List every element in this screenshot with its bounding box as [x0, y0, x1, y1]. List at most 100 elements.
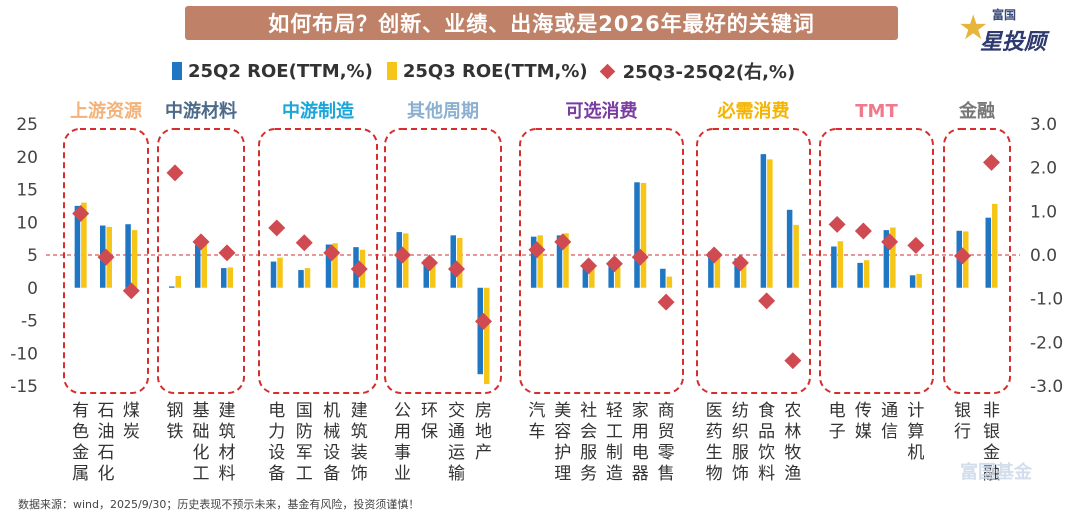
- bar-q3: [457, 237, 463, 288]
- diff-marker: [954, 247, 971, 265]
- star-icon: ★: [958, 8, 989, 48]
- diff-marker: [350, 260, 368, 278]
- diff-marker: [828, 215, 846, 233]
- category-label: 房地产: [475, 401, 492, 463]
- category-label: 食品饮料: [758, 401, 775, 484]
- category-label: 农林牧渔: [784, 401, 801, 484]
- bar-q3: [614, 264, 621, 288]
- sector-group-box: [63, 128, 149, 394]
- right-axis-tick-label: 3.0: [1030, 115, 1057, 135]
- legend-label-q3: 25Q3 ROE(TTM,%): [402, 60, 588, 82]
- chart-title: 如何布局？创新、业绩、出海或是2026年最好的关键词: [268, 12, 815, 36]
- category-label: 建筑装饰: [351, 401, 368, 484]
- sector-group-box: [519, 128, 684, 394]
- brand-big-text: 星投顾: [980, 30, 1047, 55]
- legend-label-q2: 25Q2 ROE(TTM,%): [188, 60, 373, 82]
- diff-marker: [605, 255, 623, 273]
- diff-marker: [657, 293, 675, 311]
- bar-q3: [131, 230, 138, 288]
- category-label: 计算机: [907, 401, 924, 463]
- bar-q2: [530, 236, 537, 288]
- category-label: 医药生物: [706, 401, 723, 484]
- bar-q2: [477, 287, 483, 375]
- legend-swatch-q3: [386, 62, 397, 80]
- sector-group-title: 中游制造: [282, 100, 354, 122]
- category-label: 通信: [881, 401, 898, 442]
- diff-marker: [580, 257, 598, 275]
- brand-logo: ★ 富国 星投顾: [958, 4, 1068, 56]
- bar-q2: [857, 262, 863, 288]
- diff-marker: [218, 244, 236, 262]
- diff-marker: [983, 153, 1000, 171]
- left-axis-tick-label: 0: [27, 279, 38, 299]
- sector-group-title: 必需消费: [717, 100, 790, 122]
- category-label: 公用事业: [394, 401, 411, 484]
- bar-q3: [563, 233, 569, 288]
- diff-marker: [528, 241, 546, 259]
- bar-q2: [883, 230, 890, 288]
- bar-q2: [298, 270, 304, 288]
- diff-marker: [731, 254, 749, 272]
- bar-q3: [837, 241, 844, 288]
- category-label: 煤炭: [123, 401, 140, 442]
- category-label: 交通运输: [448, 401, 465, 484]
- left-axis-tick-label: 15: [16, 181, 38, 201]
- sector-group-box: [157, 128, 245, 394]
- sector-group-box: [258, 128, 378, 394]
- diff-marker: [881, 233, 899, 251]
- category-label: 非银金融: [983, 401, 1000, 484]
- legend-item-q2: 25Q2 ROE(TTM,%): [172, 61, 373, 82]
- bar-q3: [430, 260, 436, 288]
- diff-marker: [854, 222, 872, 240]
- source-footnote: 数据来源：wind，2025/9/30；历史表现不预示未来，基金有风险，投资须谨…: [18, 498, 420, 511]
- category-label: 石油石化: [98, 401, 115, 484]
- bar-q3: [81, 202, 87, 288]
- bar-q2: [985, 217, 991, 288]
- bar-q3: [916, 273, 922, 288]
- bar-q3: [740, 259, 747, 288]
- right-axis-tick-label: 1.0: [1030, 202, 1057, 222]
- sector-group-title: TMT: [855, 101, 898, 122]
- category-label: 传媒: [855, 401, 872, 442]
- bar-q2: [423, 259, 429, 288]
- bar-q3: [589, 266, 595, 288]
- bar-q3: [175, 275, 181, 288]
- diff-marker: [394, 246, 411, 264]
- bar-q2: [634, 182, 640, 288]
- category-label: 商贸零售: [658, 401, 675, 484]
- sector-group-box: [943, 128, 1011, 394]
- left-axis-tick-label: 20: [16, 148, 38, 168]
- bar-q3: [537, 235, 543, 288]
- right-axis-tick-label: 0.0: [1030, 246, 1057, 266]
- diff-marker: [554, 233, 572, 251]
- category-label: 电力设备: [268, 401, 285, 484]
- sector-group-box: [384, 128, 502, 394]
- diff-marker: [268, 219, 286, 237]
- bar-q2: [556, 235, 563, 288]
- diff-marker: [784, 352, 802, 370]
- diff-marker: [631, 248, 649, 266]
- legend-item-diff: 25Q3-25Q2(右,%): [599, 58, 796, 84]
- bar-q3: [201, 243, 207, 288]
- category-label: 电子: [829, 401, 846, 442]
- diff-marker: [166, 164, 184, 182]
- legend-label-diff: 25Q3-25Q2(右,%): [622, 62, 796, 83]
- bar-q2: [125, 224, 131, 288]
- chart-legend: 25Q2 ROE(TTM,%) 25Q3 ROE(TTM,%) 25Q3-25Q…: [172, 58, 795, 84]
- bar-q2: [831, 246, 837, 288]
- watermark-text: 富国基金: [960, 462, 1032, 483]
- bar-q3: [277, 257, 283, 288]
- sector-group-title: 上游资源: [70, 100, 142, 122]
- bar-q3: [890, 227, 896, 288]
- bar-q2: [450, 235, 456, 288]
- bar-q2: [786, 209, 793, 288]
- bar-q3: [863, 260, 870, 288]
- category-label: 社会服务: [580, 401, 597, 484]
- sector-group-box: [819, 128, 934, 394]
- bar-q2: [74, 205, 81, 288]
- category-label: 机械设备: [323, 401, 340, 484]
- category-label: 美容护理: [554, 401, 571, 484]
- diff-marker: [421, 254, 438, 272]
- brand-small-text: 富国: [992, 8, 1017, 22]
- left-axis-tick-label: 10: [16, 213, 38, 233]
